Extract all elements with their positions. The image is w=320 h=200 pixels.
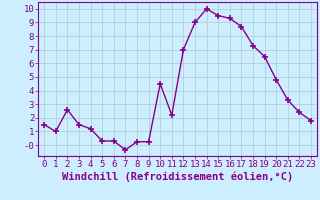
X-axis label: Windchill (Refroidissement éolien,°C): Windchill (Refroidissement éolien,°C) [62,172,293,182]
